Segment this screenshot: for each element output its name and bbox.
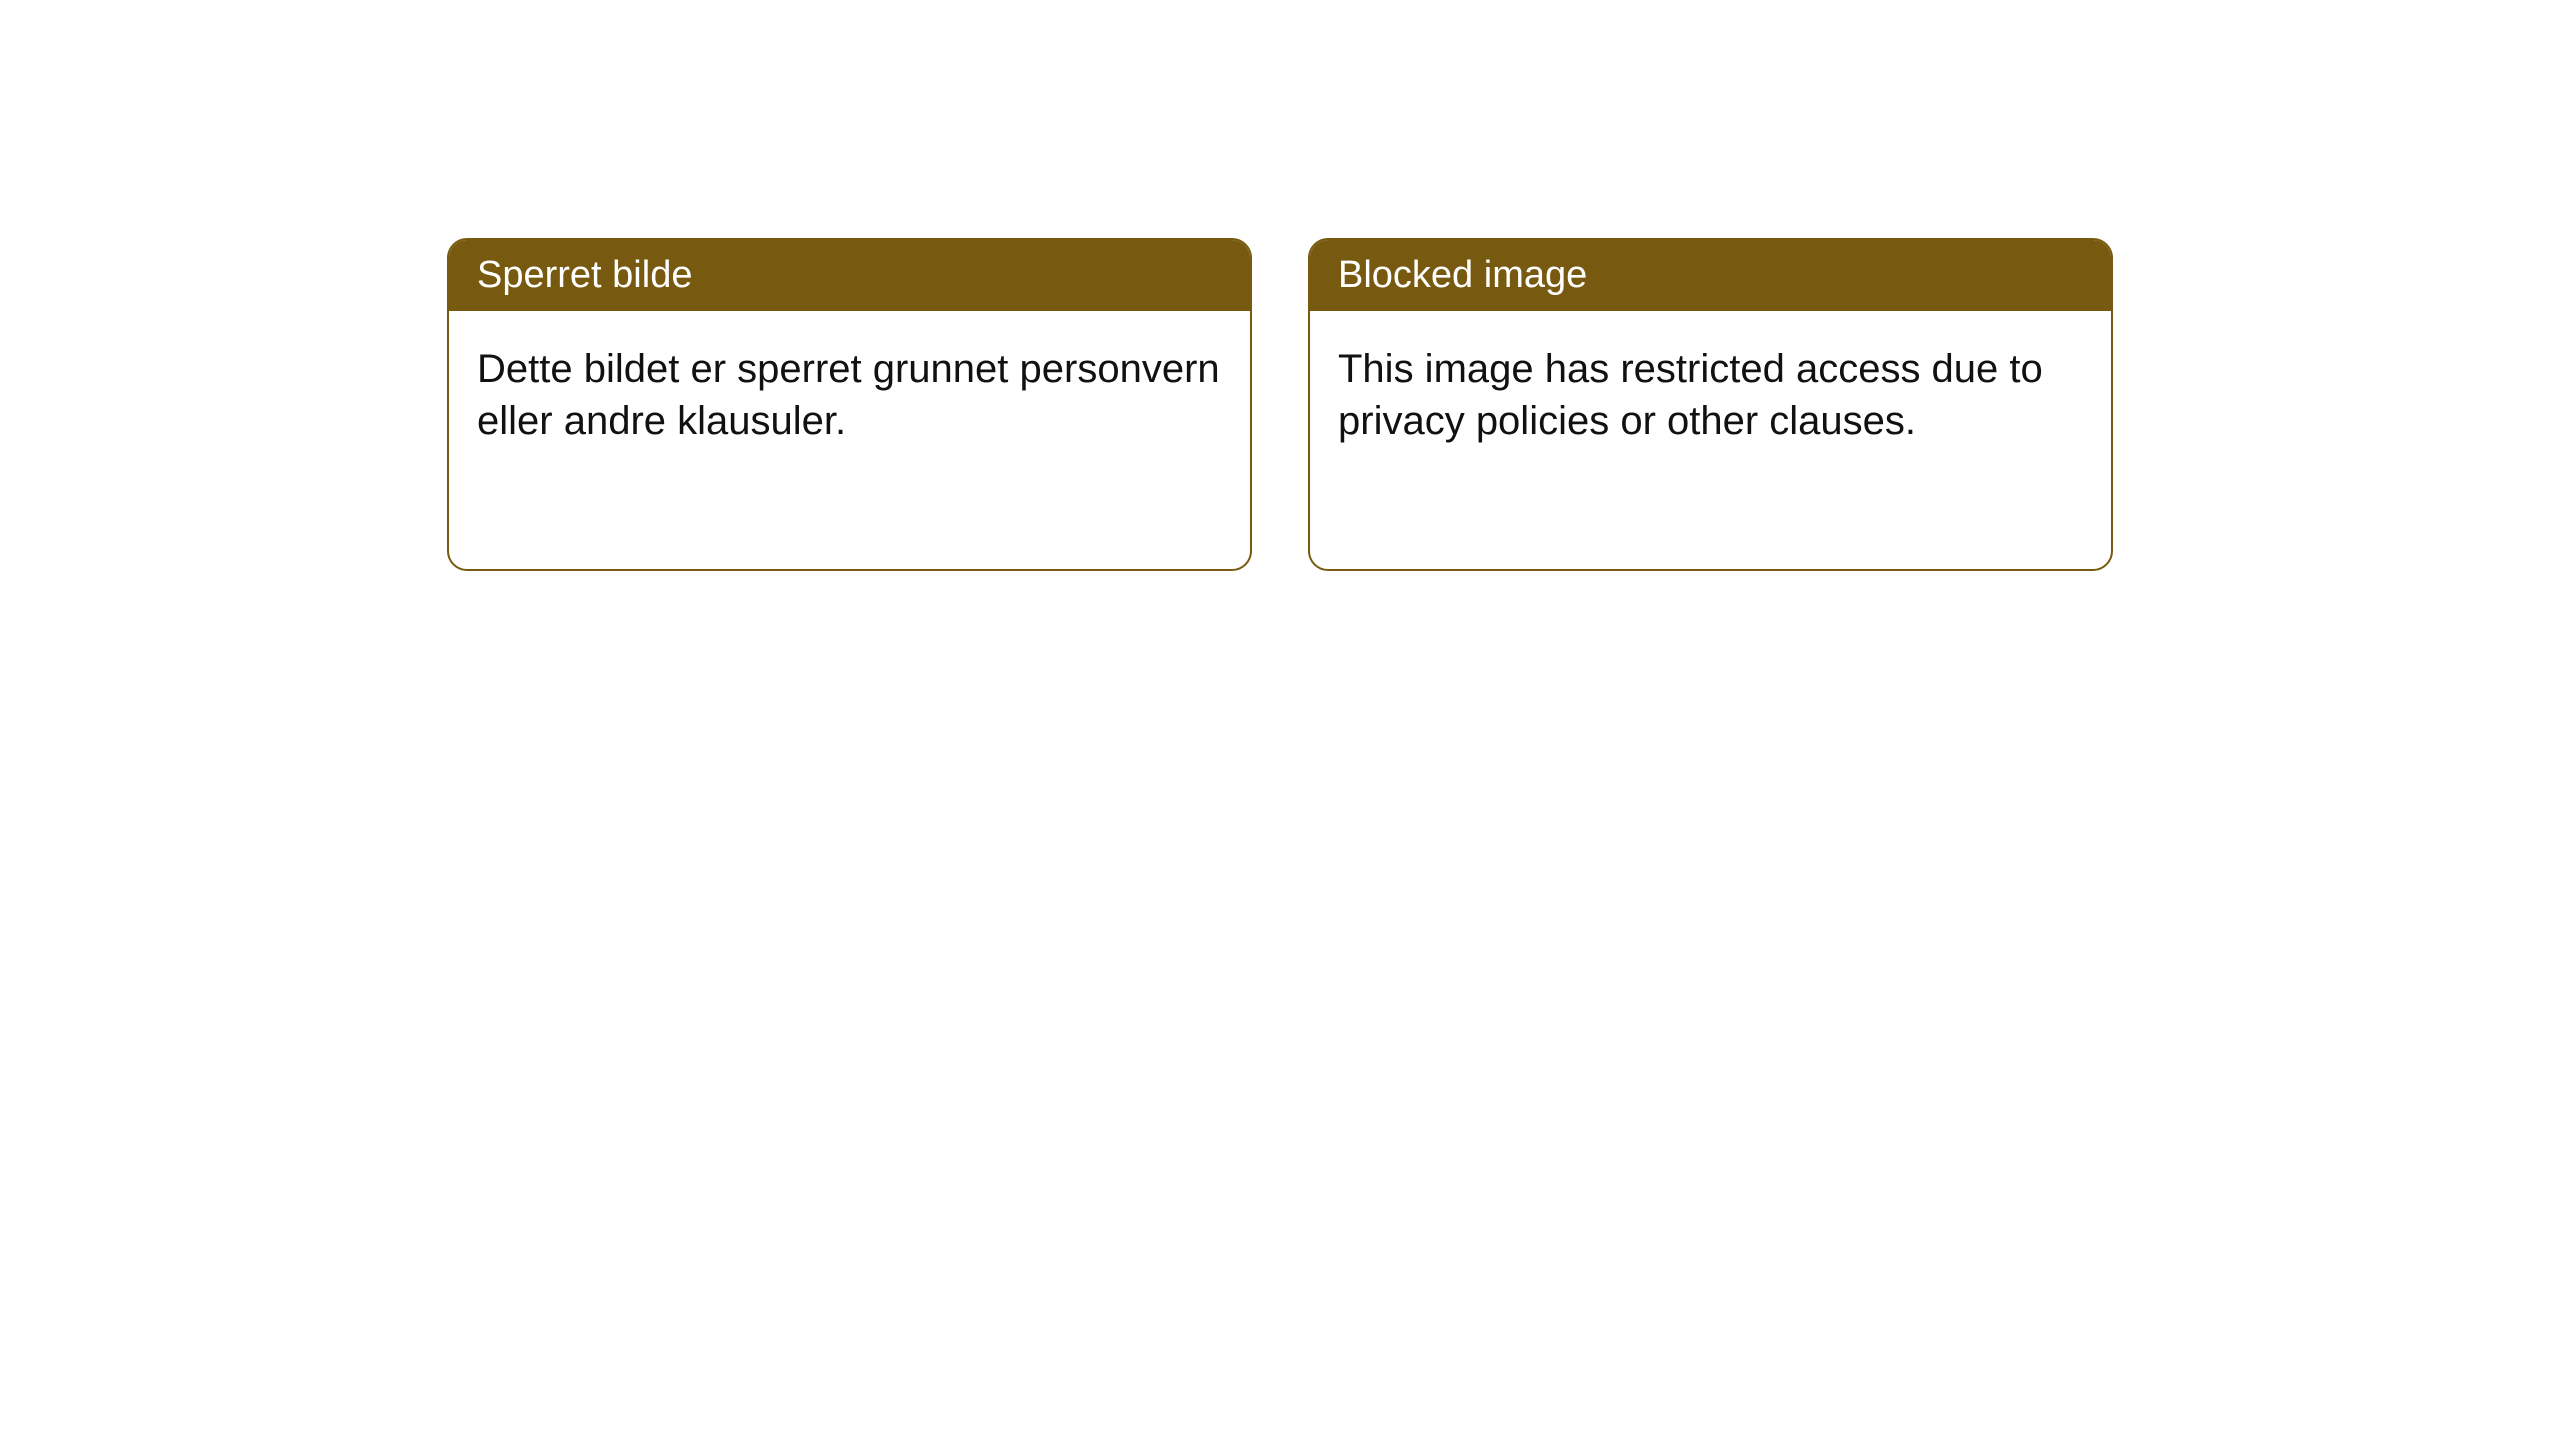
notice-container: Sperret bilde Dette bildet er sperret gr… xyxy=(0,0,2560,571)
notice-body: Dette bildet er sperret grunnet personve… xyxy=(449,311,1250,479)
notice-card-norwegian: Sperret bilde Dette bildet er sperret gr… xyxy=(447,238,1252,571)
notice-card-english: Blocked image This image has restricted … xyxy=(1308,238,2113,571)
notice-header: Sperret bilde xyxy=(449,240,1250,311)
notice-body: This image has restricted access due to … xyxy=(1310,311,2111,479)
notice-header: Blocked image xyxy=(1310,240,2111,311)
